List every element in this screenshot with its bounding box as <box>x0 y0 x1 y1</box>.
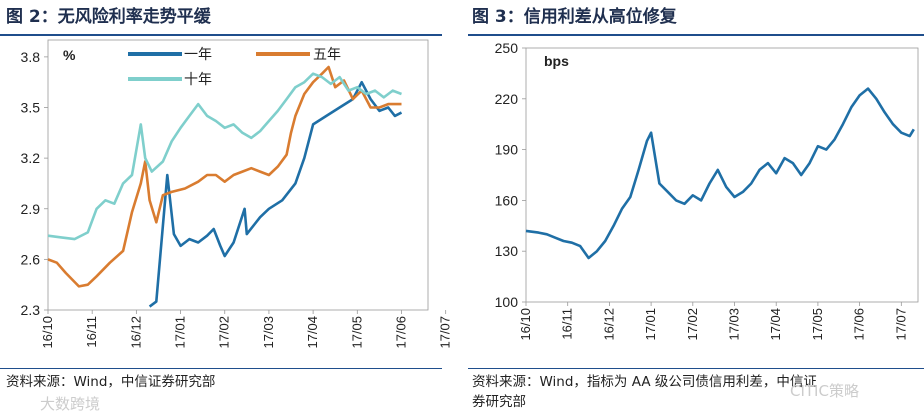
left-title-rule <box>0 34 442 36</box>
y-tick-label: 2.9 <box>21 201 41 217</box>
y-tick-label: 3.2 <box>21 150 41 166</box>
x-tick-label: 17/04 <box>768 308 783 341</box>
x-tick-label: 17/07 <box>438 316 453 349</box>
x-tick-label: 17/04 <box>305 316 320 349</box>
right-source-line2: 券研究部 <box>472 394 526 410</box>
series-line-1 <box>148 80 403 308</box>
left-source: 资料来源：Wind，中信证券研究部 <box>6 374 216 390</box>
left-legend: 一年 五年 十年 <box>128 47 341 88</box>
x-tick-label: 16/12 <box>128 316 143 349</box>
left-plot-frame <box>47 39 429 311</box>
y-tick-label: 2.6 <box>21 251 41 267</box>
y-tick-label: 130 <box>495 243 519 259</box>
x-tick-label: 16/11 <box>84 316 99 348</box>
legend-label-5y: 五年 <box>313 47 341 63</box>
series-line-1 <box>525 87 915 260</box>
x-tick-label: 17/07 <box>893 308 908 341</box>
x-tick-label: 16/11 <box>560 308 575 340</box>
y-tick-label: 100 <box>495 294 519 310</box>
y-tick-label: 190 <box>495 142 519 158</box>
right-source-line1: 资料来源：Wind，指标为 AA 级公司债信用利差，中信证 <box>472 374 817 390</box>
x-tick-label: 17/02 <box>217 316 232 349</box>
x-tick-label: 17/06 <box>393 316 408 349</box>
left-watermark: 大数跨境 <box>40 395 101 413</box>
x-tick-label: 16/10 <box>518 308 533 341</box>
y-tick-label: 250 <box>495 40 519 56</box>
right-plot-frame <box>525 47 919 303</box>
right-title-rule <box>468 34 924 36</box>
y-tick-label: 160 <box>495 192 519 208</box>
right-source-rule <box>468 368 924 369</box>
x-tick-label: 17/05 <box>349 316 364 349</box>
left-source-rule <box>0 368 442 369</box>
x-tick-label: 17/05 <box>810 308 825 341</box>
series-line-3 <box>47 72 402 241</box>
y-tick-label: 220 <box>495 91 519 107</box>
left-chart-title: 图 2：无风险利率走势平缓 <box>6 7 211 27</box>
y-tick-label: 2.3 <box>21 302 41 318</box>
legend-label-10y: 十年 <box>184 72 212 88</box>
x-tick-label: 16/12 <box>601 308 616 341</box>
x-tick-label: 17/03 <box>727 308 742 341</box>
x-tick-label: 17/06 <box>852 308 867 341</box>
y-tick-label: 3.8 <box>21 49 41 65</box>
x-tick-label: 17/02 <box>685 308 700 341</box>
legend-label-1y: 一年 <box>184 47 212 63</box>
y-tick-label: 3.5 <box>21 100 41 116</box>
right-unit-label: bps <box>544 53 569 69</box>
x-tick-label: 16/10 <box>40 316 55 349</box>
series-line-2 <box>47 65 402 288</box>
x-tick-label: 17/03 <box>261 316 276 349</box>
right-chart-title: 图 3：信用利差从高位修复 <box>472 7 677 27</box>
x-tick-label: 17/01 <box>173 316 188 349</box>
right-watermark: CITIC策略 <box>790 382 859 400</box>
x-tick-label: 17/01 <box>643 308 658 341</box>
left-unit-label: % <box>63 47 76 63</box>
